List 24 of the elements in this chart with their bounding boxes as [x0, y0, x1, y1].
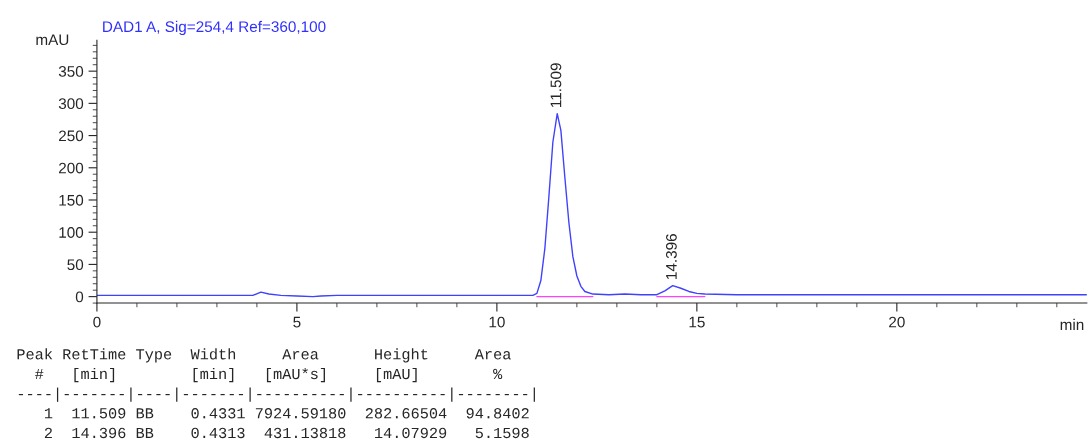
- y-tick-label: 150: [59, 194, 84, 206]
- x-tick-label: 0: [93, 316, 101, 328]
- x-tick-label: 20: [889, 316, 905, 328]
- line-series: [96, 112, 1087, 298]
- text: # [min] [min] [mAU*s] [mAU] %: [35, 367, 503, 383]
- chart-title: DAD1 A, Sig=254,4 Ref=360,100: [103, 20, 326, 36]
- x-tick-label: 15: [689, 316, 705, 328]
- y-tick-label: 100: [59, 227, 84, 238]
- annotation: 14.396: [665, 234, 677, 279]
- y-tick-label: 350: [58, 66, 84, 77]
- text: Peak RetTime Type Width Area Height Area: [17, 348, 511, 363]
- text: 1 11.509 BB 0.4331 7924.59180 282.66504 94.8402: [44, 408, 529, 419]
- y-tick-label: 250: [59, 130, 84, 142]
- y-axis-title: mAU: [36, 34, 69, 46]
- y-tick-label: 50: [67, 259, 84, 271]
- x-tick-label: 10: [489, 316, 505, 328]
- x-axis-title: min: [1060, 318, 1084, 330]
- x-tick-label: 5: [293, 316, 301, 328]
- y-tick-label: 0: [75, 291, 84, 303]
- text: ----|-------|----|-------|----------|----------|--------|: [18, 387, 535, 402]
- text: 2 14.396 BB 0.4313 431.13818 14.07929 5.1598: [44, 427, 529, 439]
- y-tick-label: 200: [59, 162, 84, 174]
- y-tick-label: 300: [58, 98, 84, 110]
- annotation: 11.509: [550, 63, 562, 107]
